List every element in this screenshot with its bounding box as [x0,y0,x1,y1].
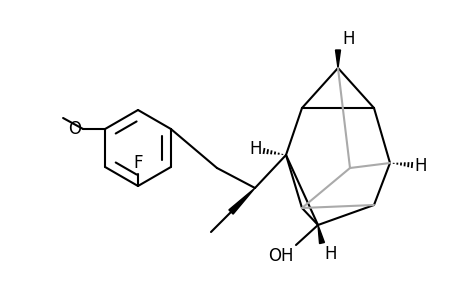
Text: H: H [249,140,262,158]
Text: H: H [341,30,354,48]
Text: F: F [133,154,142,172]
Polygon shape [229,188,254,214]
Polygon shape [335,50,340,68]
Text: H: H [413,157,425,175]
Text: H: H [323,245,336,263]
Polygon shape [317,225,324,244]
Text: O: O [68,120,81,138]
Text: OH: OH [268,247,293,265]
